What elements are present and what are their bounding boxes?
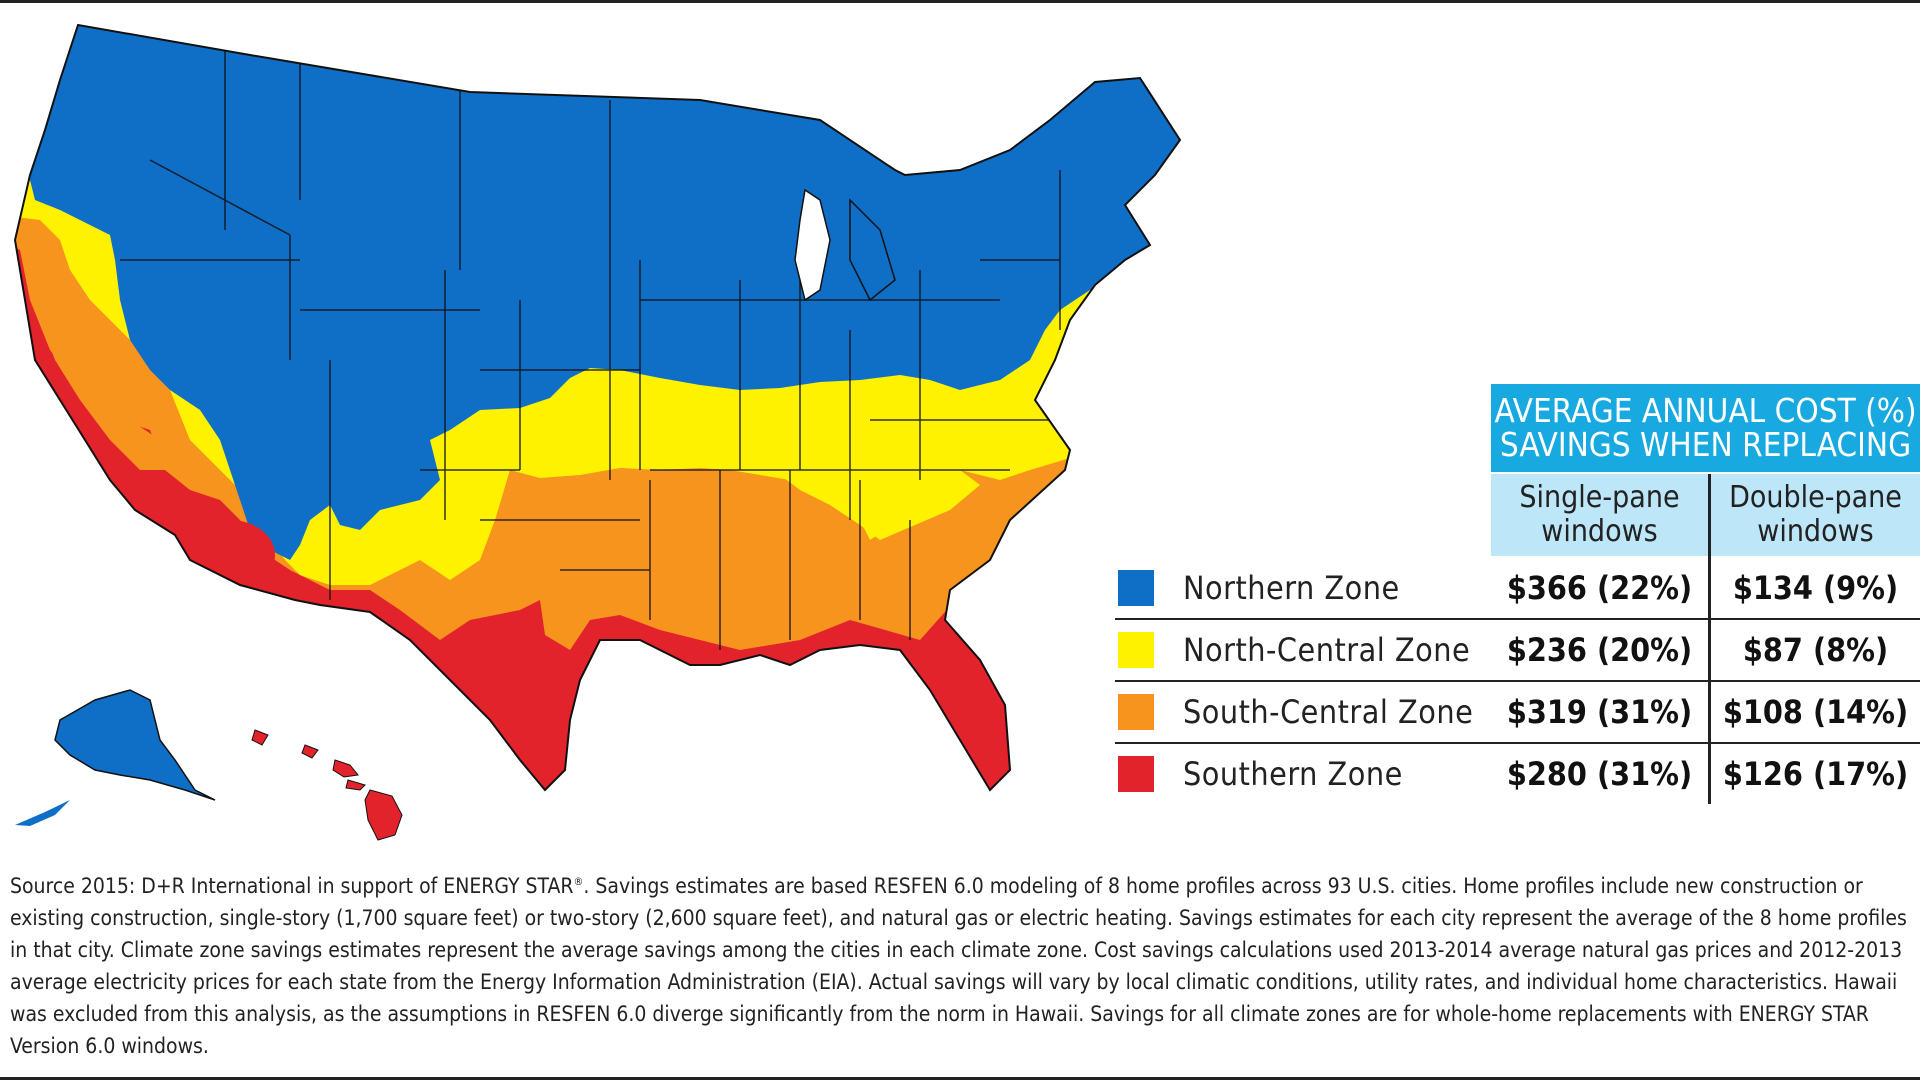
zone-name: Northern Zone (1183, 569, 1400, 607)
table-row-south-central: South-Central Zone $319 (31%) $108 (14%) (1115, 682, 1920, 744)
column-header-single-line2: windows (1541, 514, 1658, 549)
legend-swatch-south-central (1118, 694, 1154, 730)
hawaii-shape (251, 729, 403, 841)
zone-name: Southern Zone (1183, 755, 1403, 793)
source-text-part1: Source 2015: D+R International in suppor… (10, 874, 574, 898)
alaska-shape (54, 689, 216, 801)
row-divider (1115, 680, 1920, 682)
table-row-northern: Northern Zone $366 (22%) $134 (9%) (1115, 558, 1920, 620)
column-header-double-pane: Double-pane windows (1711, 474, 1920, 556)
column-header-single-line1: Single-pane (1519, 480, 1680, 515)
table-row-southern: Southern Zone $280 (31%) $126 (17%) (1115, 744, 1920, 806)
column-header-double-line2: windows (1757, 514, 1874, 549)
single-pane-value: $280 (31%) (1506, 755, 1693, 793)
registered-mark: ® (573, 875, 584, 888)
double-pane-value: $126 (17%) (1722, 755, 1909, 793)
source-text-part2: . Savings estimates are based RESFEN 6.0… (10, 874, 1907, 1058)
zone-name: South-Central Zone (1183, 693, 1474, 731)
legend-swatch-northern (1118, 570, 1154, 606)
double-pane-value: $87 (8%) (1742, 631, 1889, 669)
row-divider (1115, 742, 1920, 744)
column-header-double-line1: Double-pane (1729, 480, 1902, 515)
top-rule (0, 0, 1920, 3)
double-pane-value: $134 (9%) (1732, 569, 1899, 607)
table-header: AVERAGE ANNUAL COST (%) SAVINGS WHEN REP… (1491, 384, 1920, 472)
zone-name: North-Central Zone (1183, 631, 1471, 669)
double-pane-value: $108 (14%) (1722, 693, 1909, 731)
source-footnote: Source 2015: D+R International in suppor… (10, 866, 1910, 1062)
table-header-line2: SAVINGS WHEN REPLACING (1499, 425, 1912, 464)
us-climate-zone-map (13, 23, 1182, 841)
bottom-rule (0, 1077, 1920, 1080)
table-row-north-central: North-Central Zone $236 (20%) $87 (8%) (1115, 620, 1920, 682)
row-divider (1115, 618, 1920, 620)
table-header-line1: AVERAGE ANNUAL COST (%) (1494, 391, 1917, 430)
legend-swatch-southern (1118, 756, 1154, 792)
legend-swatch-north-central (1118, 632, 1154, 668)
single-pane-value: $366 (22%) (1506, 569, 1693, 607)
single-pane-value: $236 (20%) (1506, 631, 1693, 669)
single-pane-value: $319 (31%) (1506, 693, 1693, 731)
column-header-single-pane: Single-pane windows (1491, 474, 1708, 556)
column-divider (1708, 474, 1711, 804)
